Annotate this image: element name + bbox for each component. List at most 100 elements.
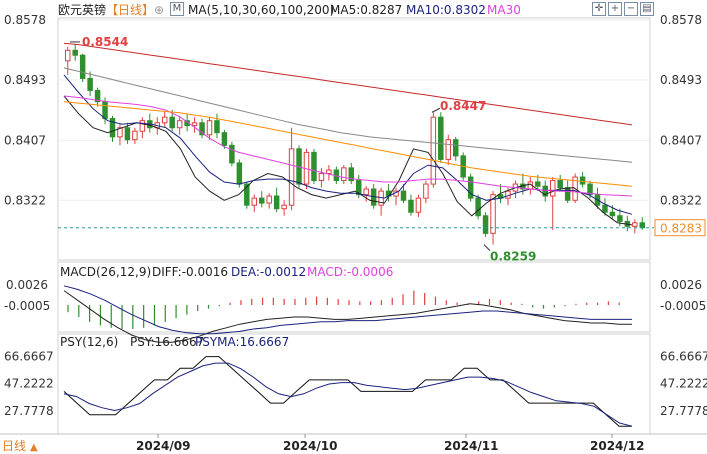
candle-body <box>221 132 228 146</box>
ma5-legend: MA5:0.8287 <box>330 3 403 17</box>
zoom-in-icon[interactable]: + <box>608 2 622 16</box>
psy-tick-left: 66.6667 <box>4 350 54 364</box>
candle-body <box>400 190 407 201</box>
psy-tick-left: 27.7778 <box>4 404 54 418</box>
price-tick-right: 0.8407 <box>660 133 702 147</box>
psy-title: PSY(12,6) <box>60 335 118 349</box>
candle-body <box>557 180 563 189</box>
candle-body <box>445 139 452 160</box>
zoom-out-icon[interactable]: − <box>624 2 638 16</box>
candle-body <box>244 183 250 206</box>
macd-dea-line <box>63 285 632 335</box>
candle-body <box>281 204 287 210</box>
period-footer-label: 日线 <box>2 439 26 453</box>
x-tick-label: 2024/12 <box>590 439 644 453</box>
macd-dea: DEA:-0.0012 <box>231 265 306 279</box>
candle-body <box>549 180 556 197</box>
candle-body <box>348 167 355 182</box>
ma-toggle-icon[interactable]: M <box>170 2 184 16</box>
price-tick-right: 0.8322 <box>660 193 702 207</box>
layout-icon[interactable]: ▤ <box>640 2 654 16</box>
macd-tick-right: -0.0005 <box>660 299 706 313</box>
macd-diff-line <box>63 290 632 343</box>
ma-line-ma30 <box>63 95 633 197</box>
candle-body <box>229 144 235 164</box>
candle-body <box>564 187 571 201</box>
candle-body <box>94 89 101 103</box>
candle-body <box>236 162 243 185</box>
candle-body <box>311 151 317 182</box>
mid-high-pointer <box>431 107 441 113</box>
candle-body <box>109 118 116 138</box>
candle-body <box>117 127 123 138</box>
macd-diff: DIFF:-0.0016 <box>152 265 228 279</box>
crosshair-icon[interactable]: ✛ <box>592 2 606 16</box>
candle-body <box>415 197 422 213</box>
x-tick-label: 2024/11 <box>444 439 498 453</box>
candle-body <box>423 183 429 199</box>
psyma-value: PSYMA:16.6667 <box>195 335 289 349</box>
ma-line-ma5 <box>63 95 633 226</box>
macd-title: MACD(26,12,9) <box>60 265 151 279</box>
candle-body <box>251 197 258 206</box>
ma-line-ma100 <box>63 67 633 163</box>
candle-body <box>639 222 646 229</box>
mid-high-label: 0.8447 <box>440 99 486 113</box>
candle-body <box>542 185 549 197</box>
current-price-label: 0.8283 <box>660 222 702 236</box>
candle-body <box>102 101 108 120</box>
candle-body <box>64 49 71 62</box>
psyma-line <box>63 362 633 427</box>
candle-body <box>341 167 347 182</box>
candle-body <box>482 215 489 234</box>
circle-plus-icon[interactable]: ⊕ <box>154 3 165 17</box>
symbol-title: 欧元英镑 <box>58 3 107 17</box>
candle-body <box>535 181 541 187</box>
price-tick-left: 0.8322 <box>4 193 46 207</box>
candle-body <box>87 77 93 91</box>
low-price-pointer <box>483 244 491 251</box>
macd-tick-left: 0.0026 <box>6 278 48 292</box>
x-tick-label: 2024/09 <box>136 439 190 453</box>
price-tick-left: 0.8493 <box>4 73 46 87</box>
candle-body <box>132 130 138 141</box>
candle-body <box>408 199 414 213</box>
psy-tick-right: 47.2222 <box>660 377 707 391</box>
psy-tick-right: 27.7778 <box>660 404 707 418</box>
candle-body <box>273 195 280 210</box>
candle-body <box>169 116 175 129</box>
psy-panel-frame <box>57 333 651 435</box>
candle-body <box>199 122 205 136</box>
price-tick-right: 0.8493 <box>660 73 702 87</box>
candle-body <box>579 176 586 185</box>
candle-body <box>475 197 481 217</box>
candle-body <box>632 222 638 227</box>
period-button[interactable]: 【日线】 <box>106 3 155 17</box>
candle-body <box>438 116 444 160</box>
candle-body <box>79 54 86 79</box>
macd-tick-right: 0.0026 <box>660 278 702 292</box>
candle-body <box>266 195 272 204</box>
price-tick-left: 0.8407 <box>4 133 46 147</box>
psy-value: PSY:16.6667 <box>130 335 204 349</box>
candle-body <box>467 176 474 199</box>
candle-body <box>318 173 325 182</box>
candle-body <box>430 116 437 185</box>
candle-body <box>72 49 78 56</box>
candle-body <box>139 120 146 132</box>
macd-value: MACD:-0.0006 <box>307 265 393 279</box>
candle-body <box>161 116 168 124</box>
ma-line-ma200 <box>63 42 633 126</box>
candle-body <box>258 197 265 204</box>
triangle-up-icon: ▲ <box>30 442 38 453</box>
candle-body <box>602 204 608 213</box>
candle-body <box>617 215 623 222</box>
candle-body <box>326 169 332 175</box>
x-tick-label: 2024/10 <box>283 439 337 453</box>
psy-line <box>63 356 632 427</box>
candle-body <box>355 180 362 196</box>
candle-body <box>587 183 593 196</box>
macd-tick-left: -0.0005 <box>4 299 50 313</box>
candle-body <box>124 127 131 141</box>
